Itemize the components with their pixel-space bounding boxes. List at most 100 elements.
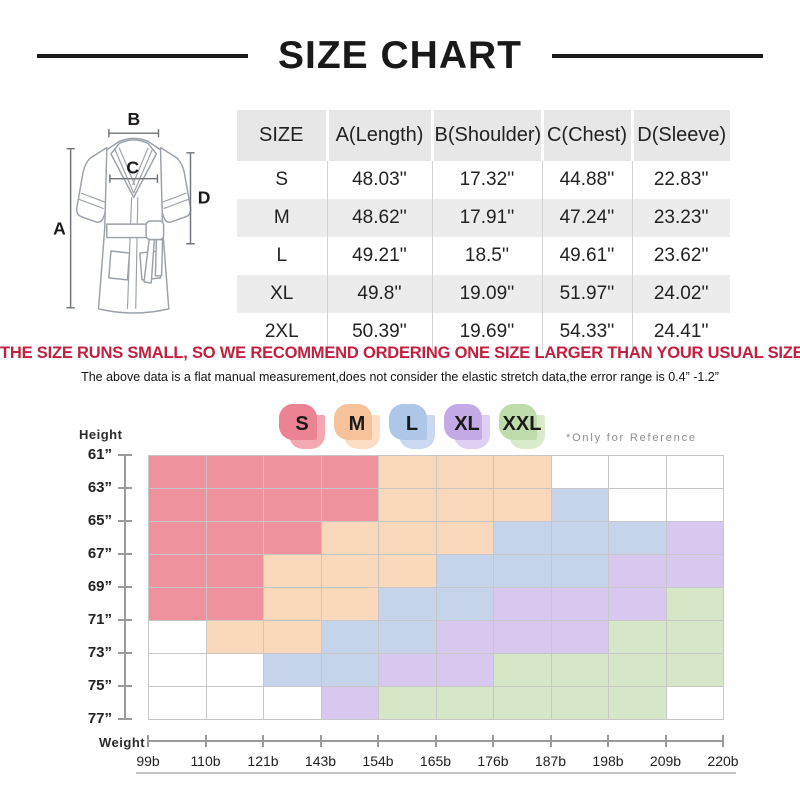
grid-cell-xl bbox=[609, 588, 667, 621]
grid-cell-l bbox=[264, 654, 322, 687]
grid-cell-l bbox=[551, 522, 609, 555]
table-row: L 49.21'' 18.5'' 49.61'' 23.62'' bbox=[237, 237, 730, 275]
grid-cell-empty bbox=[149, 654, 207, 687]
robe-lapel-trim bbox=[114, 147, 153, 194]
grid-cell-xl bbox=[321, 687, 379, 720]
y-tick-label: 67” bbox=[87, 545, 112, 562]
grid-cell-empty bbox=[149, 687, 207, 720]
grid-cell-s bbox=[206, 456, 264, 489]
measurement-cell: 23.23'' bbox=[631, 199, 730, 237]
grid-cell-empty bbox=[609, 456, 667, 489]
grid-cell-s bbox=[149, 555, 207, 588]
grid-cell-s bbox=[264, 489, 322, 522]
x-axis-tick bbox=[204, 735, 207, 747]
x-axis-tick bbox=[607, 735, 609, 747]
measurement-cell: 24.02'' bbox=[631, 275, 730, 313]
measurement-cell: 49.61'' bbox=[541, 237, 632, 275]
grid-cell-xl bbox=[666, 555, 724, 588]
column-header: A(Length) bbox=[325, 110, 434, 161]
size-table: SIZE A(Length) B(Shoulder) C(Chest) D(Sleeve… bbox=[237, 110, 730, 351]
x-tick-label: 165b bbox=[419, 753, 452, 769]
grid-cell-empty bbox=[666, 489, 724, 522]
measurement-cell: 17.91'' bbox=[431, 199, 542, 237]
robe-measurement-diagram: A B C D bbox=[53, 109, 210, 314]
grid-cell-xxl bbox=[666, 654, 724, 687]
x-axis-tick bbox=[434, 735, 437, 747]
grid-cell-l bbox=[321, 621, 379, 654]
y-tick-label: 63” bbox=[87, 479, 112, 496]
measurement-cell: 22.83'' bbox=[631, 161, 730, 199]
y-axis-tick bbox=[118, 553, 132, 555]
y-tick-label: 69” bbox=[87, 578, 112, 595]
grid-cell-xl bbox=[494, 588, 552, 621]
x-tick-label: 99b bbox=[136, 753, 160, 769]
y-tick-label: 65” bbox=[87, 512, 112, 529]
page-title: SIZE CHART bbox=[278, 34, 522, 77]
grid-cell-xl bbox=[379, 654, 437, 687]
grid-cell-empty bbox=[206, 654, 264, 687]
grid-cell-s bbox=[264, 456, 322, 489]
measurement-cell: 51.97'' bbox=[541, 275, 632, 313]
grid-cell-xxl bbox=[666, 588, 724, 621]
x-tick-label: 110b bbox=[190, 753, 221, 769]
grid-cell-l bbox=[379, 588, 437, 621]
measurement-cell: 18.5'' bbox=[431, 237, 542, 275]
grid-cell-m bbox=[321, 588, 379, 621]
grid-cell-s bbox=[206, 588, 264, 621]
measurement-cell: 47.24'' bbox=[541, 199, 632, 237]
grid-cell-xxl bbox=[551, 654, 609, 687]
grid-cell-s bbox=[206, 555, 264, 588]
grid-cell-l bbox=[551, 555, 609, 588]
grid-cell-m bbox=[264, 555, 322, 588]
grid-cell-s bbox=[321, 456, 379, 489]
legend-label: L bbox=[405, 412, 419, 435]
grid-cell-xxl bbox=[666, 621, 724, 654]
x-axis-tick bbox=[492, 735, 494, 747]
reference-note: *Only for Reference bbox=[566, 432, 697, 444]
size-notice: THE SIZE RUNS SMALL, SO WE RECOMMEND ORD… bbox=[0, 344, 800, 362]
x-tick-label: 143b bbox=[304, 753, 337, 769]
grid-cell-l bbox=[379, 621, 437, 654]
measurement-cell: 19.69'' bbox=[431, 313, 542, 351]
grid-cell-m bbox=[436, 456, 494, 489]
x-tick-label: 187b bbox=[534, 753, 567, 769]
grid-cell-empty bbox=[609, 489, 667, 522]
x-axis-tick bbox=[147, 735, 149, 747]
grid-cell-empty bbox=[666, 687, 724, 720]
grid-cell-m bbox=[494, 489, 552, 522]
measure-label-C: C bbox=[126, 158, 139, 178]
grid-cell-m bbox=[379, 456, 437, 489]
grid-cell-s bbox=[149, 489, 207, 522]
legend-badge-xl: XL bbox=[444, 403, 492, 453]
measurement-cell: 50.39'' bbox=[326, 313, 432, 351]
grid-cell-xl bbox=[609, 555, 667, 588]
x-axis-tick bbox=[549, 735, 552, 747]
grid-cell-s bbox=[149, 522, 207, 555]
grid-cell-s bbox=[206, 522, 264, 555]
y-axis-tick bbox=[118, 685, 132, 687]
grid-cell-m bbox=[379, 555, 437, 588]
grid-cell-m bbox=[264, 588, 322, 621]
measurement-cell: 48.03'' bbox=[326, 161, 432, 199]
x-axis-tick bbox=[722, 735, 724, 747]
grid-cell-xl bbox=[436, 654, 494, 687]
grid-cell-s bbox=[149, 588, 207, 621]
x-axis-tick bbox=[664, 735, 667, 747]
grid-cell-xxl bbox=[609, 621, 667, 654]
x-tick-label: 209b bbox=[649, 753, 682, 769]
grid-cell-xxl bbox=[609, 687, 667, 720]
legend-label: S bbox=[295, 412, 309, 435]
y-tick-label: 77” bbox=[87, 710, 112, 727]
x-tick-label: 220b bbox=[707, 753, 739, 769]
grid-cell-l bbox=[321, 654, 379, 687]
x-tick-label: 121b bbox=[247, 753, 279, 769]
measure-line-A bbox=[66, 147, 75, 309]
x-tick-label: 176b bbox=[477, 753, 509, 769]
y-axis-tick bbox=[118, 487, 132, 489]
grid-cell-s bbox=[149, 456, 207, 489]
grid-cell-empty bbox=[666, 456, 724, 489]
grid-cell-l bbox=[436, 588, 494, 621]
robe-left-cuff-trim bbox=[78, 192, 106, 210]
grid-cell-xl bbox=[436, 621, 494, 654]
